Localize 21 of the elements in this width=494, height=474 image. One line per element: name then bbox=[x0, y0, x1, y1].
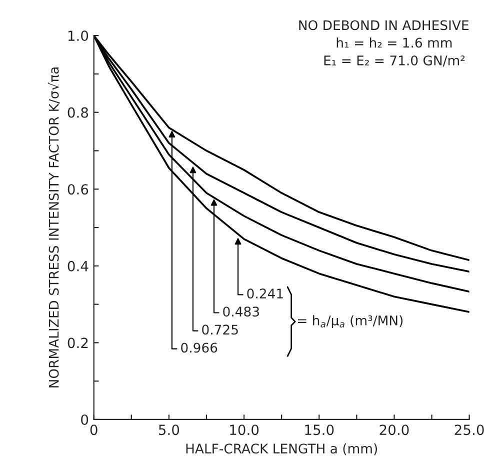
x-tick-label: 20.0 bbox=[380, 424, 409, 436]
y-tick-label: 0.2 bbox=[68, 338, 88, 348]
y-tick-label: 0.8 bbox=[68, 107, 88, 118]
x-tick-label: 15.0 bbox=[305, 424, 334, 436]
annotation: 0.966 bbox=[181, 342, 218, 353]
x-tick-label: 5.0 bbox=[158, 424, 180, 436]
annotation: = h$_{a}$/μ$_{a}$ (m³/MN) bbox=[298, 315, 403, 328]
chart-title: NO DEBOND IN ADHESIVE bbox=[299, 20, 468, 30]
x-tick-label: 25.0 bbox=[454, 424, 484, 436]
annotation: 0.241 bbox=[247, 288, 283, 299]
annotation: 0.483 bbox=[223, 306, 259, 317]
x-tick-label: 10.0 bbox=[230, 424, 259, 436]
y-tick-label: 1.0 bbox=[68, 30, 88, 42]
x-tick-label: 0 bbox=[90, 424, 98, 436]
y-axis-title: NORMALIZED STRESS INTENSITY FACTOR K/σ√πa bbox=[48, 68, 60, 388]
annotation: 0.725 bbox=[202, 324, 238, 335]
text: h₁ = h₂ = 1.6 mm E₁ = E₂ = 71.0 GN/m² bbox=[324, 37, 465, 67]
x-axis-title: HALF-CRACK LENGTH a (mm) bbox=[186, 443, 378, 456]
y-tick-label: 0.4 bbox=[68, 260, 88, 272]
y-tick-label: 0 bbox=[81, 414, 88, 425]
y-tick-label: 0.6 bbox=[68, 184, 88, 195]
